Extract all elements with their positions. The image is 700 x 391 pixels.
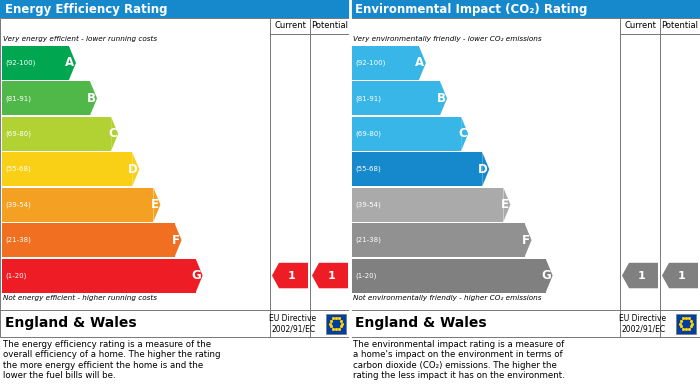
- Polygon shape: [132, 152, 139, 186]
- Text: England & Wales: England & Wales: [355, 316, 486, 330]
- Text: (21-38): (21-38): [5, 237, 31, 243]
- Text: Very energy efficient - lower running costs: Very energy efficient - lower running co…: [3, 36, 157, 42]
- Text: B: B: [87, 92, 95, 105]
- Bar: [350, 0, 700, 18]
- Polygon shape: [622, 263, 658, 288]
- Polygon shape: [111, 117, 118, 151]
- Polygon shape: [153, 188, 160, 222]
- Polygon shape: [419, 46, 426, 80]
- Bar: [352, 81, 440, 115]
- Text: (92-100): (92-100): [5, 60, 36, 66]
- Polygon shape: [69, 46, 76, 80]
- Bar: [2, 188, 153, 222]
- Text: (81-91): (81-91): [355, 95, 381, 102]
- Polygon shape: [440, 81, 447, 115]
- Text: (55-68): (55-68): [355, 166, 381, 172]
- Text: EU Directive
2002/91/EC: EU Directive 2002/91/EC: [619, 314, 666, 333]
- Bar: [352, 223, 524, 257]
- Bar: [0, 18, 350, 337]
- Text: 1: 1: [678, 271, 686, 280]
- Text: The energy efficiency rating is a measure of the
overall efficiency of a home. T: The energy efficiency rating is a measur…: [3, 340, 220, 380]
- Text: E: E: [501, 198, 509, 211]
- Text: (69-80): (69-80): [355, 131, 381, 137]
- Text: EU Directive
2002/91/EC: EU Directive 2002/91/EC: [269, 314, 316, 333]
- Polygon shape: [312, 263, 348, 288]
- Text: (69-80): (69-80): [5, 131, 31, 137]
- Text: F: F: [172, 233, 180, 247]
- Text: F: F: [522, 233, 530, 247]
- Text: Very environmentally friendly - lower CO₂ emissions: Very environmentally friendly - lower CO…: [353, 36, 542, 42]
- Bar: [2, 152, 132, 186]
- Text: (1-20): (1-20): [355, 272, 377, 279]
- Text: 1: 1: [288, 271, 296, 280]
- Text: C: C: [458, 127, 467, 140]
- Bar: [350, 18, 700, 337]
- Bar: [2, 46, 69, 80]
- Text: 1: 1: [328, 271, 336, 280]
- Text: (39-54): (39-54): [355, 201, 381, 208]
- Polygon shape: [195, 258, 202, 292]
- Text: Not energy efficient - higher running costs: Not energy efficient - higher running co…: [3, 295, 157, 301]
- Text: E: E: [151, 198, 159, 211]
- Text: G: G: [191, 269, 201, 282]
- Bar: [352, 152, 482, 186]
- Text: England & Wales: England & Wales: [5, 316, 136, 330]
- Text: Current: Current: [274, 22, 306, 30]
- Bar: [2, 117, 111, 151]
- Text: D: D: [128, 163, 138, 176]
- Text: Environmental Impact (CO₂) Rating: Environmental Impact (CO₂) Rating: [355, 2, 587, 16]
- Text: Energy Efficiency Rating: Energy Efficiency Rating: [5, 2, 167, 16]
- Bar: [2, 258, 195, 292]
- Text: (92-100): (92-100): [355, 60, 386, 66]
- Text: (81-91): (81-91): [5, 95, 31, 102]
- Bar: [0, 0, 350, 18]
- Polygon shape: [482, 152, 489, 186]
- Text: The environmental impact rating is a measure of
a home's impact on the environme: The environmental impact rating is a mea…: [353, 340, 565, 380]
- Polygon shape: [524, 223, 531, 257]
- Text: D: D: [478, 163, 488, 176]
- Text: Potential: Potential: [662, 22, 699, 30]
- Text: Potential: Potential: [312, 22, 349, 30]
- Text: Not environmentally friendly - higher CO₂ emissions: Not environmentally friendly - higher CO…: [353, 295, 542, 301]
- Bar: [352, 188, 503, 222]
- Bar: [2, 223, 174, 257]
- Text: C: C: [108, 127, 117, 140]
- Text: 1: 1: [638, 271, 646, 280]
- Bar: [2, 81, 90, 115]
- Polygon shape: [174, 223, 181, 257]
- Bar: [326, 314, 346, 334]
- Polygon shape: [461, 117, 468, 151]
- Text: A: A: [65, 56, 74, 70]
- Text: G: G: [541, 269, 551, 282]
- Polygon shape: [272, 263, 308, 288]
- Text: (21-38): (21-38): [355, 237, 381, 243]
- Text: A: A: [415, 56, 424, 70]
- Text: (55-68): (55-68): [5, 166, 31, 172]
- Polygon shape: [662, 263, 698, 288]
- Bar: [352, 117, 461, 151]
- Text: (1-20): (1-20): [5, 272, 27, 279]
- Polygon shape: [90, 81, 97, 115]
- Text: Current: Current: [624, 22, 656, 30]
- Polygon shape: [545, 258, 552, 292]
- Polygon shape: [503, 188, 510, 222]
- Bar: [676, 314, 696, 334]
- Text: B: B: [437, 92, 445, 105]
- Text: (39-54): (39-54): [5, 201, 31, 208]
- Bar: [352, 258, 545, 292]
- Bar: [352, 46, 419, 80]
